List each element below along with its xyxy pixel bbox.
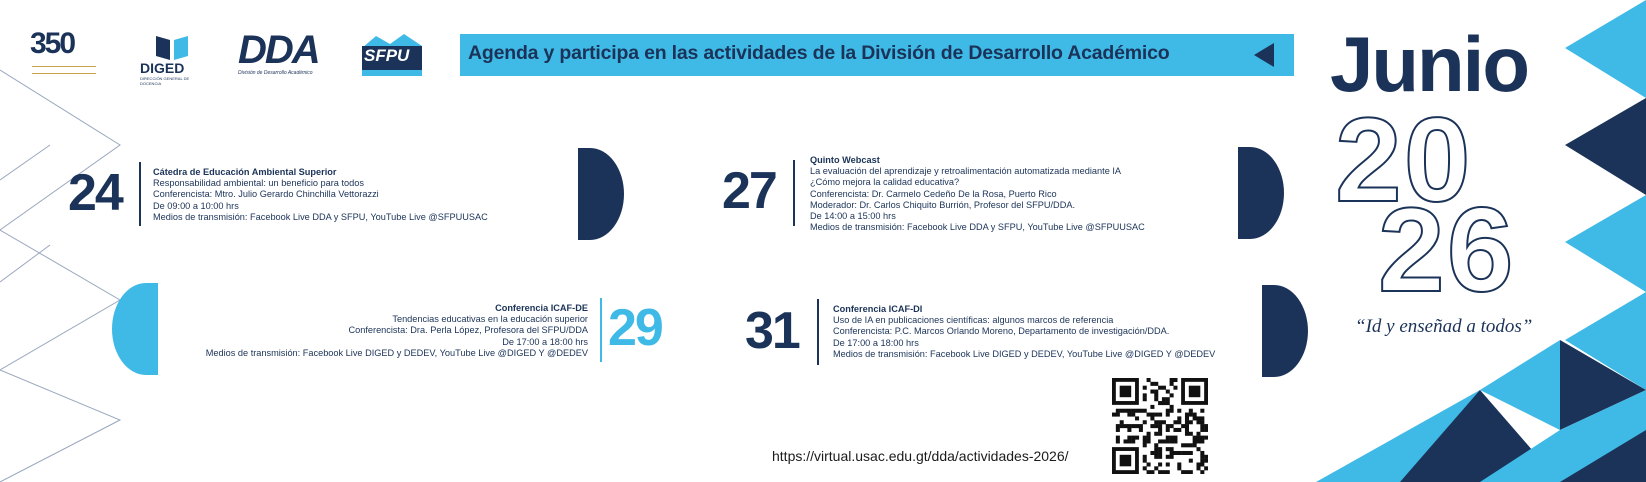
event-time: De 17:00 a 18:00 hrs (502, 336, 588, 347)
month-label: Junio (1330, 20, 1530, 108)
event-moderator: Moderador: Dr. Carlos Chiquito Burrión, … (810, 199, 1076, 210)
event-title: Conferencia ICAF-DE (495, 303, 588, 313)
event-divider (600, 298, 602, 362)
event-broadcast: Medios de transmisión: Facebook Live DIG… (205, 347, 588, 358)
event-day-27: 27 (722, 162, 778, 220)
event-day-31: 31 (745, 302, 801, 360)
event-broadcast: Medios de transmisión: Facebook Live DDA… (153, 211, 488, 222)
event-subtitle: Responsabilidad ambiental: un beneficio … (153, 178, 364, 189)
logo-dda-subtitle: División de Desarrollo Académico (238, 70, 313, 76)
event-subtitle: La evaluación del aprendizaje y retroali… (810, 166, 1122, 177)
event-divider (139, 162, 141, 226)
qr-code[interactable] (1112, 378, 1209, 475)
event-subtitle: Uso de IA en publicaciones científicas: … (833, 315, 1114, 326)
event-subtitle: Tendencias educativas en la educación su… (392, 314, 588, 325)
event-time: De 09:00 a 10:00 hrs (153, 200, 239, 211)
agenda-banner: Agenda y participa en las actividades de… (460, 34, 1294, 76)
event-speaker: Conferencista: Dr. Carmelo Cedeño De la … (810, 188, 1057, 199)
event-divider (817, 299, 819, 365)
motto: “Id y enseñad a todos” (1355, 316, 1533, 337)
event-title: Cátedra de Educación Ambiental Superior (153, 167, 337, 177)
logo-diged-subtitle: DIRECCIÓN GENERAL DE DOCENCIA (140, 76, 190, 86)
activities-url[interactable]: https://virtual.usac.edu.gt/dda/activida… (772, 448, 1069, 464)
year-bottom: 26 (1377, 183, 1516, 317)
event-broadcast: Medios de transmisión: Facebook Live DIG… (833, 348, 1216, 359)
event-broadcast: Medios de transmisión: Facebook Live DDA… (810, 222, 1145, 233)
logo-sfpu-text: SFPU (364, 46, 410, 65)
logo-sfpu: SFPU (360, 32, 424, 76)
event-title: Conferencia ICAF-DI (833, 304, 923, 314)
logo-diged-text: DIGED (140, 60, 185, 76)
logo-dda-text: DDA (238, 28, 321, 72)
event-subtitle-2: ¿Cómo mejora la calidad educativa? (810, 177, 960, 188)
event-speaker: Conferencista: Mtro. Julio Gerardo Chinc… (153, 189, 379, 200)
event-speaker: Conferencista: P.C. Marcos Orlando Moren… (833, 326, 1170, 337)
event-details-24: Cátedra de Educación Ambiental Superior … (153, 167, 488, 223)
event-divider (793, 160, 795, 226)
event-details-27: Quinto Webcast La evaluación del aprendi… (810, 155, 1145, 233)
logo-350-text: 350 (30, 27, 76, 60)
event-time: De 14:00 a 15:00 hrs (810, 211, 896, 222)
event-speaker: Conferencista: Dra. Perla López, Profeso… (348, 325, 589, 336)
banner-text: Agenda y participa en las actividades de… (468, 42, 1170, 64)
event-day-29: 29 (608, 299, 664, 357)
qr-code-icon (1112, 378, 1209, 475)
logo-350-anniversary: 350 (30, 28, 102, 80)
year-top: 20 (1334, 93, 1473, 227)
event-details-31: Conferencia ICAF-DI Uso de IA en publica… (833, 304, 1215, 360)
logo-dda: DDA División de Desarrollo Académico (238, 30, 328, 76)
event-day-24: 24 (68, 164, 124, 222)
event-title: Quinto Webcast (810, 155, 880, 165)
arrow-left-icon (1254, 43, 1274, 67)
book-icon (156, 36, 188, 60)
event-time: De 17:00 a 18:00 hrs (833, 337, 919, 348)
event-details-29: Conferencia ICAF-DE Tendencias educativa… (206, 303, 588, 359)
